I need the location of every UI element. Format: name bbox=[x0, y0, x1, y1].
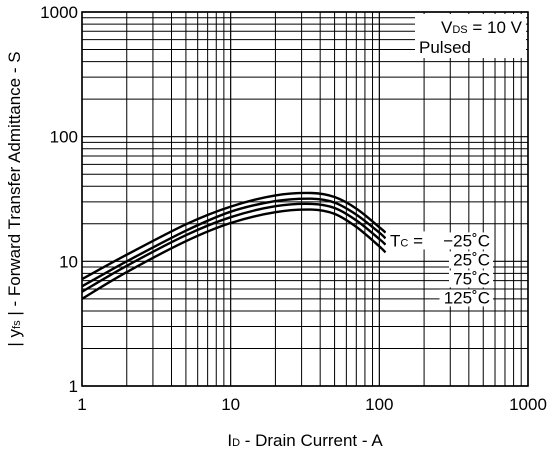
x-axis-label-subscript: D bbox=[232, 437, 240, 449]
series-param-eq: = bbox=[408, 231, 423, 250]
y-axis-label: | yfs | - Forward Transfer Admittance - … bbox=[5, 51, 24, 346]
condition-vds-symbol: V bbox=[441, 18, 453, 37]
x-tick-label: 1000 bbox=[509, 395, 547, 414]
series-param-subscript: C bbox=[400, 237, 408, 249]
condition-background bbox=[415, 14, 526, 58]
test-condition-box: VDS = 10 V Pulsed bbox=[415, 14, 526, 58]
series-label: 125˚C bbox=[444, 288, 490, 307]
x-tick-label: 1 bbox=[77, 395, 86, 414]
series-label: 25˚C bbox=[453, 250, 490, 269]
x-axis-label: ID - Drain Current - A bbox=[227, 431, 383, 450]
x-axis-label-text: - Drain Current - A bbox=[240, 431, 383, 450]
y-axis-label-subscript: fs bbox=[11, 320, 23, 329]
series-label-background bbox=[449, 251, 493, 269]
y-tick-label: 1000 bbox=[40, 3, 78, 22]
condition-pulsed: Pulsed bbox=[419, 38, 471, 57]
series-label: −25˚C bbox=[443, 231, 490, 250]
y-tick-label: 10 bbox=[59, 252, 78, 271]
condition-vds-subscript: DS bbox=[452, 24, 467, 36]
condition-vds: VDS = 10 V bbox=[441, 18, 523, 37]
condition-vds-value: = 10 V bbox=[468, 18, 523, 37]
series-line bbox=[81, 208, 387, 300]
series-label-background bbox=[439, 289, 493, 307]
y-axis-label-pre: | y bbox=[5, 328, 24, 346]
tick-labels: 1 10 100 1000 1 10 100 1000 bbox=[40, 3, 547, 414]
series-param-label: TC = bbox=[390, 231, 423, 250]
x-axis-label-symbol: I bbox=[227, 431, 232, 450]
series-label-background bbox=[449, 270, 493, 288]
series-label-background bbox=[439, 232, 493, 250]
plot-frame bbox=[81, 11, 529, 387]
series-label: 75˚C bbox=[453, 269, 490, 288]
series-line bbox=[81, 202, 387, 293]
series-param-background bbox=[386, 231, 428, 250]
y-axis-label-text: | - Forward Transfer Admittance - S bbox=[5, 51, 24, 320]
series-line bbox=[81, 191, 387, 281]
y-tick-label: 1 bbox=[69, 377, 78, 396]
x-tick-label: 100 bbox=[365, 395, 393, 414]
series-layer bbox=[81, 191, 387, 300]
series-param-symbol: T bbox=[390, 231, 400, 250]
x-tick-label: 10 bbox=[221, 395, 240, 414]
y-tick-label: 100 bbox=[50, 128, 78, 147]
series-line bbox=[81, 197, 387, 288]
